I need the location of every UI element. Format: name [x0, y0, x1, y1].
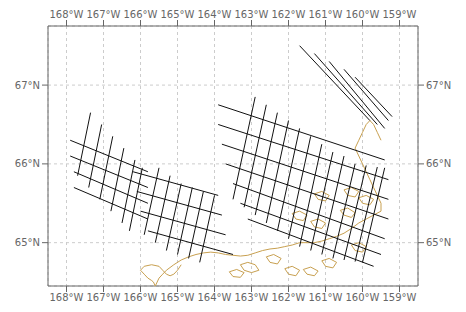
svg-text:165°W: 165°W: [161, 9, 195, 20]
svg-text:164°W: 164°W: [198, 9, 232, 20]
svg-text:65°N: 65°N: [15, 237, 40, 248]
svg-text:159°W: 159°W: [383, 9, 417, 20]
svg-text:162°W: 162°W: [272, 292, 306, 303]
svg-text:67°N: 67°N: [426, 80, 451, 91]
svg-text:163°W: 163°W: [235, 292, 269, 303]
svg-text:168°W: 168°W: [50, 9, 84, 20]
svg-text:160°W: 160°W: [346, 292, 380, 303]
svg-text:67°N: 67°N: [15, 80, 40, 91]
svg-text:163°W: 163°W: [235, 9, 269, 20]
svg-text:164°W: 164°W: [198, 292, 232, 303]
svg-text:168°W: 168°W: [50, 292, 84, 303]
svg-text:66°N: 66°N: [426, 158, 451, 169]
svg-text:167°W: 167°W: [87, 292, 121, 303]
svg-text:167°W: 167°W: [87, 9, 121, 20]
svg-text:161°W: 161°W: [309, 292, 343, 303]
svg-text:161°W: 161°W: [309, 9, 343, 20]
svg-text:160°W: 160°W: [346, 9, 380, 20]
svg-text:165°W: 165°W: [161, 292, 195, 303]
svg-text:66°N: 66°N: [15, 158, 40, 169]
svg-text:159°W: 159°W: [383, 292, 417, 303]
svg-text:162°W: 162°W: [272, 9, 306, 20]
svg-text:166°W: 166°W: [124, 9, 158, 20]
svg-text:166°W: 166°W: [124, 292, 158, 303]
svg-text:65°N: 65°N: [426, 237, 451, 248]
